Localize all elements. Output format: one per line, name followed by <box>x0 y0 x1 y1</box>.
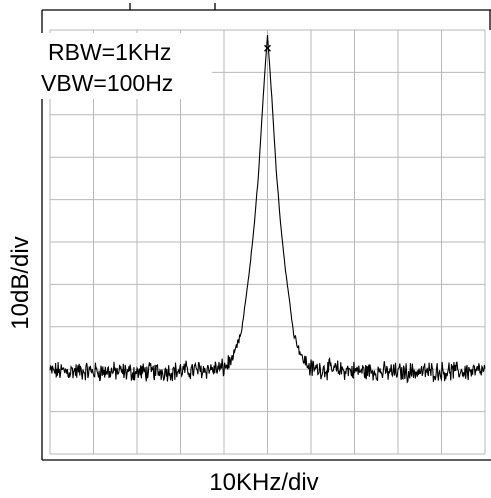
vbw-annotation: VBW=100Hz <box>41 70 173 96</box>
grid <box>49 29 486 455</box>
annotation-box <box>40 33 212 99</box>
peak-marker <box>264 44 271 52</box>
y-axis-label: 10dB/div <box>7 236 34 329</box>
rbw-annotation: RBW=1KHz <box>48 39 171 65</box>
spectrum-trace <box>49 35 486 384</box>
peak-marker-stroke-2 <box>264 44 271 52</box>
x-axis-label: 10KHz/div <box>209 469 318 496</box>
